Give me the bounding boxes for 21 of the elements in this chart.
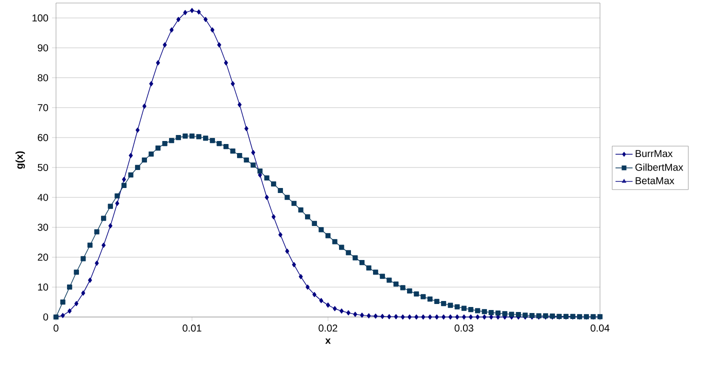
y-tick-label: 80 [38,74,48,82]
x-tick-label: 0.03 [454,324,474,332]
y-tick-label: 20 [38,254,48,261]
y-tick-label: 100 [32,14,48,22]
x-tick-label: 0.02 [318,324,338,332]
y-tick-label: 30 [38,224,48,231]
y-tick-label: 90 [38,44,48,52]
y-tick-label: 60 [38,134,48,142]
y-tick-label: 70 [38,104,48,112]
legend-label: BurrMax [636,150,673,158]
y-tick-label: 0 [43,313,48,321]
x-tick-label: 0 [54,324,58,332]
x-tick-label: 0.04 [590,324,610,332]
legend-label: BetaMax [636,177,674,184]
x-tick-label: 0.01 [182,324,202,332]
y-tick-label: 10 [38,284,48,291]
x-axis-title: x [325,338,331,344]
y-tick-label: 50 [38,164,48,172]
y-tick-label: 40 [38,194,48,201]
legend-label: GilbertMax [635,163,684,171]
y-axis-title: g(x) [16,151,25,169]
